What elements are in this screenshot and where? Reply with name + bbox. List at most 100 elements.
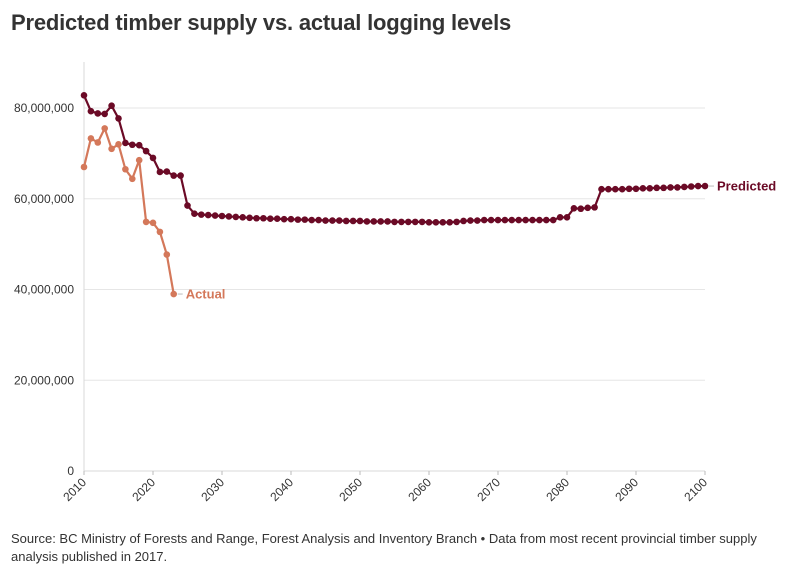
predicted-data-point [391, 218, 398, 226]
predicted-data-point [377, 218, 385, 225]
predicted-data-point [336, 217, 343, 224]
predicted-series-label: Predicted [717, 179, 776, 194]
actual-data-point [94, 139, 102, 146]
x-tick-label: 2050 [336, 475, 365, 504]
predicted-data-point [549, 216, 557, 224]
predicted-data-point [487, 216, 495, 224]
predicted-data-point [94, 110, 102, 117]
predicted-data-point [239, 214, 246, 221]
actual-data-point [122, 165, 129, 173]
x-tick-label: 2030 [198, 475, 227, 504]
predicted-data-point [260, 214, 267, 222]
predicted-data-point [142, 147, 150, 155]
series-labels: Predicted Actual [177, 179, 776, 302]
predicted-data-point [453, 218, 460, 226]
predicted-data-point [322, 217, 329, 224]
predicted-data-point [522, 216, 529, 224]
predicted-data-point [342, 217, 350, 225]
actual-data-point [142, 218, 150, 226]
y-tick-label: 0 [67, 464, 74, 478]
source-note: Source: BC Ministry of Forests and Range… [11, 531, 757, 564]
predicted-data-point [605, 185, 612, 193]
predicted-data-point [625, 185, 633, 193]
predicted-data-point [618, 185, 626, 193]
predicted-data-point [508, 216, 516, 224]
x-tick-label: 2020 [129, 475, 158, 504]
y-tick-label: 80,000,000 [14, 101, 74, 115]
predicted-data-point [101, 110, 108, 118]
predicted-data-point [177, 172, 184, 179]
predicted-data-point [660, 184, 667, 192]
actual-data-point [170, 290, 177, 298]
x-tick-label: 2010 [60, 475, 89, 504]
y-tick-label: 40,000,000 [14, 283, 74, 297]
x-tick-label: 2100 [681, 475, 710, 504]
x-tick-label: 2060 [405, 475, 434, 504]
predicted-data-point [356, 217, 364, 225]
predicted-data-point [204, 211, 212, 219]
series-group [80, 91, 709, 298]
predicted-data-point [701, 182, 709, 190]
actual-data-point [108, 145, 115, 153]
predicted-data-point [149, 154, 157, 162]
predicted-data-point [681, 183, 688, 191]
predicted-data-point [439, 219, 447, 226]
predicted-data-point [639, 185, 647, 192]
predicted-data-point [184, 202, 191, 209]
predicted-data-point [163, 168, 171, 175]
predicted-data-point [411, 218, 419, 226]
actual-data-point [80, 163, 88, 171]
predicted-data-point [273, 215, 281, 223]
x-tick-label: 2090 [612, 475, 641, 504]
x-tick-label: 2080 [543, 475, 572, 504]
predicted-data-point [232, 213, 240, 221]
predicted-data-point [674, 184, 681, 191]
actual-series-line [82, 127, 175, 296]
predicted-data-point [584, 204, 591, 212]
predicted-data-point [280, 215, 288, 223]
predicted-data-point [405, 218, 412, 226]
predicted-data-point [467, 217, 474, 224]
predicted-data-point [612, 185, 619, 193]
predicted-data-point [425, 219, 433, 226]
predicted-data-point [370, 218, 378, 225]
predicted-data-point [315, 216, 322, 224]
predicted-data-point [129, 141, 136, 149]
predicted-data-point [632, 185, 640, 193]
predicted-data-point [301, 216, 309, 223]
actual-series-label: Actual [186, 287, 226, 302]
predicted-data-point [108, 102, 115, 110]
predicted-data-point [80, 91, 88, 99]
predicted-data-point [246, 214, 253, 222]
predicted-data-point [191, 210, 198, 218]
predicted-data-point [570, 204, 578, 212]
predicted-data-point [349, 217, 357, 225]
predicted-data-point [211, 212, 219, 219]
actual-data-point [129, 175, 136, 183]
grid-lines [84, 107, 705, 381]
predicted-data-point [135, 141, 143, 149]
predicted-data-point [384, 218, 391, 225]
predicted-data-point [687, 183, 695, 190]
x-tick-label: 2070 [474, 475, 503, 504]
predicted-data-point [363, 218, 371, 225]
actual-data-point [115, 141, 122, 148]
predicted-data-point [460, 217, 467, 225]
predicted-data-point [225, 213, 233, 220]
predicted-data-point [253, 214, 260, 222]
predicted-data-point [418, 218, 426, 226]
predicted-data-point [646, 185, 654, 192]
predicted-data-point [294, 216, 302, 223]
predicted-data-point [198, 211, 205, 218]
actual-data-point [135, 156, 143, 164]
predicted-series-line [82, 94, 707, 224]
predicted-data-point [446, 219, 454, 226]
predicted-data-point [563, 214, 571, 221]
x-tick-label: 2040 [267, 475, 296, 504]
predicted-data-point [218, 212, 226, 220]
predicted-data-point [432, 219, 440, 226]
y-tick-label: 20,000,000 [14, 373, 74, 387]
predicted-data-point [529, 216, 536, 224]
predicted-data-point [287, 215, 295, 223]
